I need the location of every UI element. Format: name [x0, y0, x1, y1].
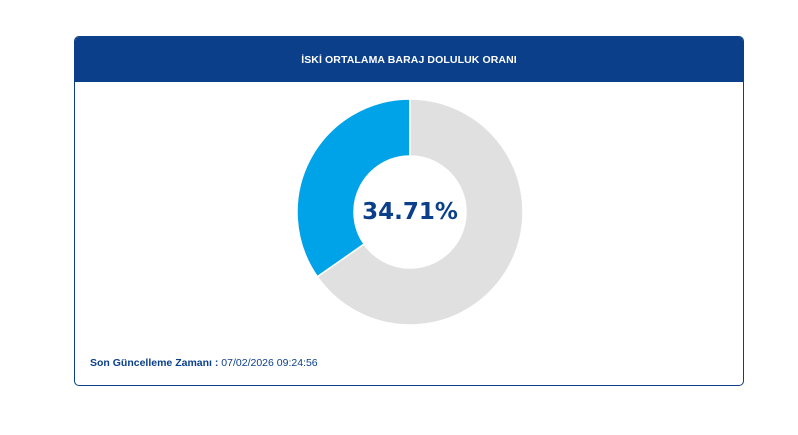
slice-empty — [316, 98, 524, 326]
last-update-label: Son Güncelleme Zamanı — [90, 357, 212, 369]
occupancy-percentage: 34.71% — [362, 199, 458, 225]
slice-filled — [296, 98, 411, 278]
donut-chart-svg — [296, 98, 524, 326]
dam-occupancy-card: İSKİ ORTALAMA BARAJ DOLULUK ORANI 34.71%… — [74, 36, 744, 386]
last-update: Son Güncelleme Zamanı : 07/02/2026 09:24… — [90, 357, 318, 369]
card-header: İSKİ ORTALAMA BARAJ DOLULUK ORANI — [75, 37, 743, 82]
card-title: İSKİ ORTALAMA BARAJ DOLULUK ORANI — [301, 53, 517, 66]
last-update-separator: : — [211, 357, 222, 369]
last-update-value: 07/02/2026 09:24:56 — [221, 357, 318, 369]
donut-chart: 34.71% — [296, 98, 524, 326]
